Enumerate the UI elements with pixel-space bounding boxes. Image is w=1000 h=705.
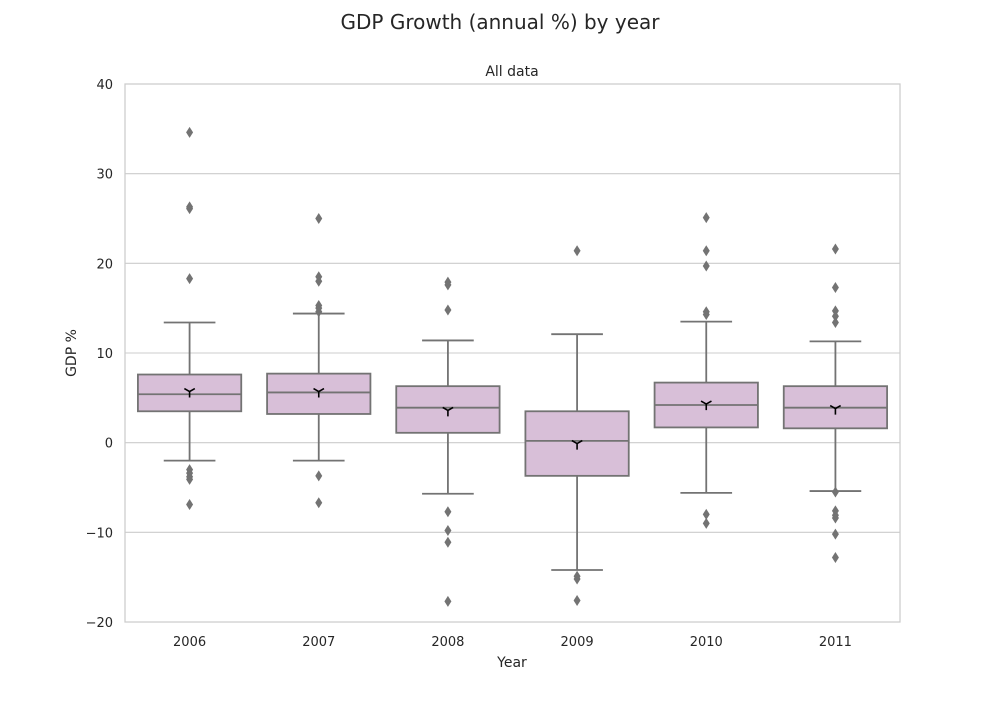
x-tick-label: 2009 xyxy=(561,635,594,650)
plot-area-frame xyxy=(124,83,901,623)
mean-marker xyxy=(183,387,196,398)
x-tick-label: 2008 xyxy=(431,635,464,650)
x-tick-label: 2010 xyxy=(690,635,723,650)
outlier-point xyxy=(831,486,839,498)
y-tick-label: −10 xyxy=(86,526,113,541)
box-2011 xyxy=(782,243,888,563)
outlier-point xyxy=(831,310,839,322)
outlier-point xyxy=(702,212,710,224)
figure-title: GDP Growth (annual %) by year xyxy=(341,10,661,34)
outlier-point xyxy=(315,470,323,482)
y-tick-label: 10 xyxy=(96,347,113,362)
outlier-point xyxy=(444,536,452,548)
outlier-point xyxy=(444,506,452,518)
outlier-point xyxy=(573,594,581,606)
outlier-point xyxy=(444,595,452,607)
outlier-point xyxy=(702,260,710,272)
outlier-point xyxy=(831,528,839,540)
x-tick-label: 2007 xyxy=(302,635,335,650)
outlier-point xyxy=(702,245,710,257)
subplot-title: All data xyxy=(485,64,538,80)
mean-marker xyxy=(571,439,583,450)
outlier-point xyxy=(186,499,194,511)
grid-lines xyxy=(125,173,900,533)
outlier-point xyxy=(186,473,194,485)
outlier-point xyxy=(573,245,581,257)
box-2008 xyxy=(395,276,501,607)
mean-marker xyxy=(829,404,842,415)
outlier-point xyxy=(186,203,194,215)
box-2006 xyxy=(137,126,243,511)
outlier-point xyxy=(702,308,710,320)
outlier-point xyxy=(315,497,323,509)
mean-marker xyxy=(700,400,712,411)
box-2007 xyxy=(266,213,372,509)
y-tick-label: 0 xyxy=(105,437,113,452)
outlier-point xyxy=(831,243,839,255)
outlier-point xyxy=(444,304,452,316)
y-tick-label: 30 xyxy=(96,168,113,183)
y-axis-label: GDP % xyxy=(64,329,80,377)
box-2010 xyxy=(653,212,759,529)
x-tick-label: 2011 xyxy=(819,635,852,650)
y-tick-label: −20 xyxy=(86,616,113,631)
outlier-point xyxy=(315,306,323,318)
outlier-point xyxy=(444,279,452,291)
outlier-point xyxy=(831,551,839,563)
outlier-point xyxy=(831,317,839,329)
mean-marker xyxy=(442,406,454,417)
x-axis-label: Year xyxy=(496,655,527,671)
outlier-point xyxy=(444,525,452,537)
box-2009 xyxy=(524,245,630,606)
outlier-point xyxy=(831,282,839,294)
outlier-point xyxy=(186,273,194,285)
outlier-point xyxy=(573,573,581,585)
x-tick-label: 2006 xyxy=(173,635,206,650)
outlier-point xyxy=(702,508,710,520)
tick-labels: −20 −10 0 10 20 30 40 2006 2007 2008 2009 2010 2011 xyxy=(86,78,852,650)
y-tick-label: 20 xyxy=(96,257,113,272)
outlier-point xyxy=(831,512,839,524)
mean-marker xyxy=(313,387,325,398)
outlier-point xyxy=(315,213,323,224)
outlier-point xyxy=(702,517,710,529)
outlier-point xyxy=(186,126,194,138)
y-tick-label: 40 xyxy=(96,78,113,93)
outlier-point xyxy=(315,275,323,287)
boxes-group xyxy=(137,126,888,607)
